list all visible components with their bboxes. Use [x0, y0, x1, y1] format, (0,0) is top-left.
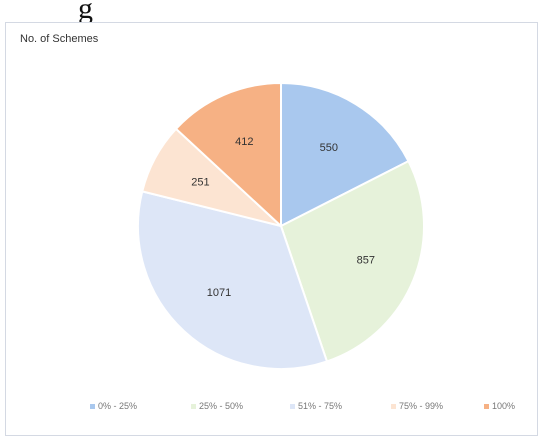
legend-swatch — [90, 403, 95, 409]
legend-label: 51% - 75% — [298, 401, 343, 411]
legend-swatch — [484, 403, 489, 409]
slice-value-label: 251 — [191, 176, 209, 188]
chart-area: No. of Schemes 550 857 1071 251 412 0% - 25%… — [5, 22, 538, 436]
legend-item: 75% - 99% — [391, 401, 443, 411]
legend-item: 100% — [484, 401, 515, 411]
legend-item: 0% - 25% — [90, 401, 137, 411]
pie-slice-1 — [280, 81, 410, 228]
pie-slice-3 — [137, 190, 329, 370]
legend-item: 25% - 50% — [191, 401, 243, 411]
legend-swatch — [290, 403, 295, 409]
pie-slice-5 — [174, 81, 282, 229]
legend-label: 0% - 25% — [98, 401, 138, 411]
page-caption: g — [78, 0, 93, 25]
legend-label: 75% - 99% — [399, 401, 444, 411]
chart-legend: 0% - 25% 25% - 50% 51% - 75% 75% - 99% 100% — [6, 401, 537, 415]
slice-value-label: 857 — [357, 254, 375, 266]
legend-item: 51% - 75% — [290, 401, 342, 411]
chart-title: No. of Schemes — [20, 33, 99, 45]
slice-value-label: 550 — [320, 142, 338, 154]
pie-slice-2 — [279, 159, 425, 363]
legend-label: 100% — [492, 401, 516, 411]
slice-value-label: 1071 — [207, 287, 231, 299]
legend-label: 25% - 50% — [199, 401, 244, 411]
pie-chart: 550 857 1071 251 412 — [137, 81, 425, 370]
legend-swatch — [391, 403, 396, 409]
slice-value-label: 412 — [235, 136, 253, 148]
legend-swatch — [191, 403, 196, 409]
